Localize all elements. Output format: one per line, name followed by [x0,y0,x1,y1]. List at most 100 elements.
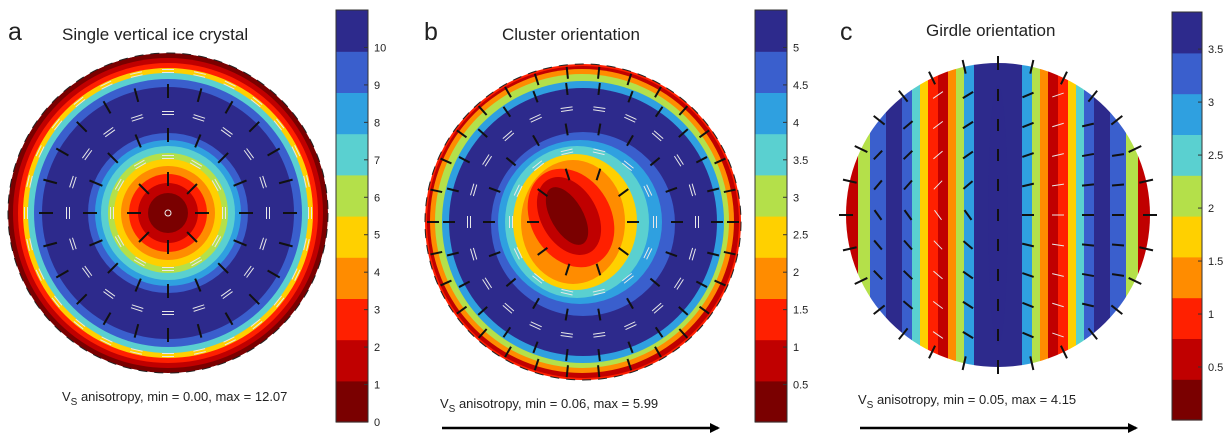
polarization-tick [262,175,267,188]
polarization-tick [458,280,471,288]
colorbar: 0 1 2 3 4 5 6 7 8 9 10 [335,9,386,429]
colorbar-segment [336,257,368,299]
polarization-tick [678,105,689,116]
polarization-tick [259,176,265,189]
panel-b: b Cluster orientation 0.5 1 1.5 2 2.5 3 3.5 4 4.… [424,9,808,433]
colorbar-tick-label: 7 [374,155,380,167]
polarization-tick [676,154,684,165]
polarization-tick [842,178,857,184]
colorbar-tick-label: 1.5 [793,305,808,317]
polarization-tick [89,179,103,187]
polarization-tick [933,180,943,190]
polarization-tick [1128,145,1142,153]
polarization-tick [193,348,206,352]
polarization-tick [564,123,569,136]
polarization-tick [534,272,545,282]
colorbar-tick-label: 1 [793,342,799,354]
polarization-tick [81,148,90,159]
colorbar-tick-label: 3 [374,305,380,317]
polarization-tick [224,100,234,114]
polarization-tick [76,121,88,133]
polarization-tick [665,251,678,258]
polarization-tick [222,126,233,135]
panel-letter: b [424,18,438,46]
polarization-tick [51,297,60,308]
polarization-tick [595,263,602,276]
polarization-tick [223,83,235,90]
polarization-tick [294,145,301,157]
polarization-tick [186,183,198,195]
colorbar-segment [336,92,368,135]
polarization-tick [267,269,281,279]
polarization-tick [135,256,147,264]
polarization-tick [530,116,542,123]
polarization-tick [273,120,282,131]
polarization-tick [472,184,478,197]
polarization-tick [192,116,205,122]
colorbar-segment [1172,134,1202,176]
polarization-tick [902,150,914,160]
polarization-tick [723,250,736,256]
polarization-tick [621,162,632,172]
polarization-tick [233,239,247,247]
contour-band [858,63,870,367]
polarization-tick [1081,243,1095,247]
polarization-tick [873,304,886,315]
polarization-tick [673,277,682,289]
polarization-tick [71,176,77,189]
polarization-tick [71,237,77,250]
polarization-tick [252,321,263,330]
polarization-tick [691,183,696,196]
caption: VS anisotropy, min = 0.05, max = 4.15 [858,392,1076,411]
polarization-tick [560,334,573,338]
polarization-tick [246,148,255,159]
polarization-tick [654,326,664,338]
polarization-tick [623,160,634,169]
polarization-tick [303,175,307,188]
polarization-tick [488,186,501,193]
polarization-tick [440,279,452,287]
polarization-tick [1029,356,1035,371]
polarization-tick [560,291,573,296]
polarization-tick [54,120,63,131]
contour-band [1076,63,1084,367]
colorbar-tick-label: 3 [793,192,799,204]
polarization-tick [502,304,513,314]
polarization-tick [1022,301,1034,309]
polarization-tick [962,331,974,339]
colorbar-segment [336,10,368,52]
polarization-tick [565,66,569,79]
polarization-tick [1021,242,1035,248]
polarization-tick [505,156,517,167]
colorbar-frame [754,9,788,423]
polarization-tick [504,302,515,312]
polarization-tick [1111,153,1125,157]
polarization-tick [482,154,490,165]
polarization-tick [626,73,633,86]
polarization-tick [651,302,662,312]
colorbar-tick-label: 0.5 [1208,362,1223,374]
colorbar-tick-label: 3 [1208,97,1214,109]
polarization-tick [189,256,201,264]
polarization-tick [673,155,682,167]
polarization-tick [196,323,203,338]
polarization-tick [564,263,571,276]
polarization-ticks [427,66,739,378]
colorbar-tick-label: 2 [793,267,799,279]
polarization-tick [564,168,571,181]
polarization-tick [565,82,569,96]
polarization-tick [477,105,488,116]
polarization-tick [932,331,944,339]
polarization-ticks [24,69,312,357]
polarization-tick [626,134,634,147]
polarization-tick [1022,121,1034,129]
polarization-tick [934,209,942,221]
polarization-tick [73,96,84,105]
contour-band [1040,63,1048,367]
polarization-tick [1139,178,1154,184]
polarization-tick [928,345,936,359]
polarization-tick [470,183,475,196]
polarization-tick [1081,302,1095,308]
polarization-tick [873,179,883,191]
polarization-tick [653,130,664,140]
